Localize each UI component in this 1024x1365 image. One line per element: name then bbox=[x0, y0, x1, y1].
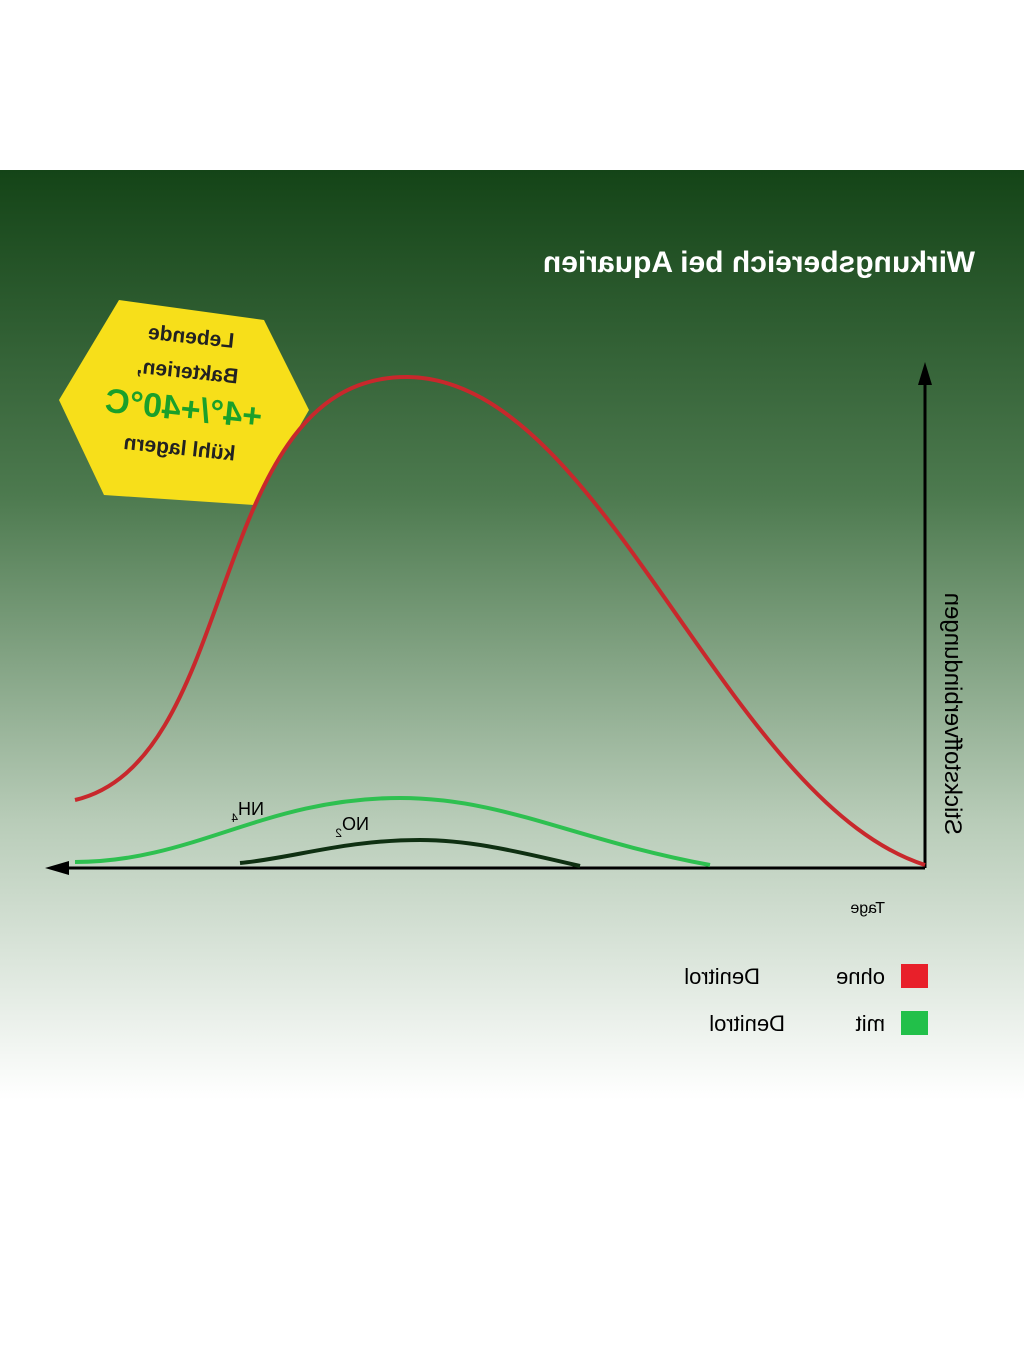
label-sub: 2 bbox=[335, 826, 342, 840]
legend-label: Denitrol bbox=[709, 1011, 785, 1036]
curve-ohne bbox=[74, 374, 926, 867]
x-axis-label: Tage bbox=[850, 900, 885, 917]
nh4-label: NH4 bbox=[231, 799, 264, 825]
no2-label: NO2 bbox=[335, 814, 369, 840]
legend-label: ohne bbox=[836, 964, 885, 989]
mirrored-content: Wirkungsbereich bei Aquarien Lebende Bak… bbox=[45, 246, 975, 1036]
label-sub: 4 bbox=[231, 811, 238, 825]
legend-swatch bbox=[901, 964, 928, 988]
label-text: NO bbox=[342, 814, 369, 834]
label-text: NH bbox=[238, 799, 264, 819]
curve-mit bbox=[74, 795, 711, 867]
x-axis-arrow bbox=[45, 861, 69, 875]
legend-label: Denitrol bbox=[684, 964, 760, 989]
legend-swatch bbox=[901, 1011, 928, 1035]
curve-no2 bbox=[239, 837, 581, 868]
title: Wirkungsbereich bei Aquarien bbox=[543, 246, 975, 279]
y-axis-arrow bbox=[918, 362, 932, 385]
y-axis-label: Stickstoffverbindungen bbox=[939, 593, 966, 835]
badge bbox=[59, 300, 309, 505]
legend-label: mit bbox=[856, 1011, 885, 1036]
legend: ohne Denitrol mit Denitrol bbox=[684, 964, 928, 1036]
